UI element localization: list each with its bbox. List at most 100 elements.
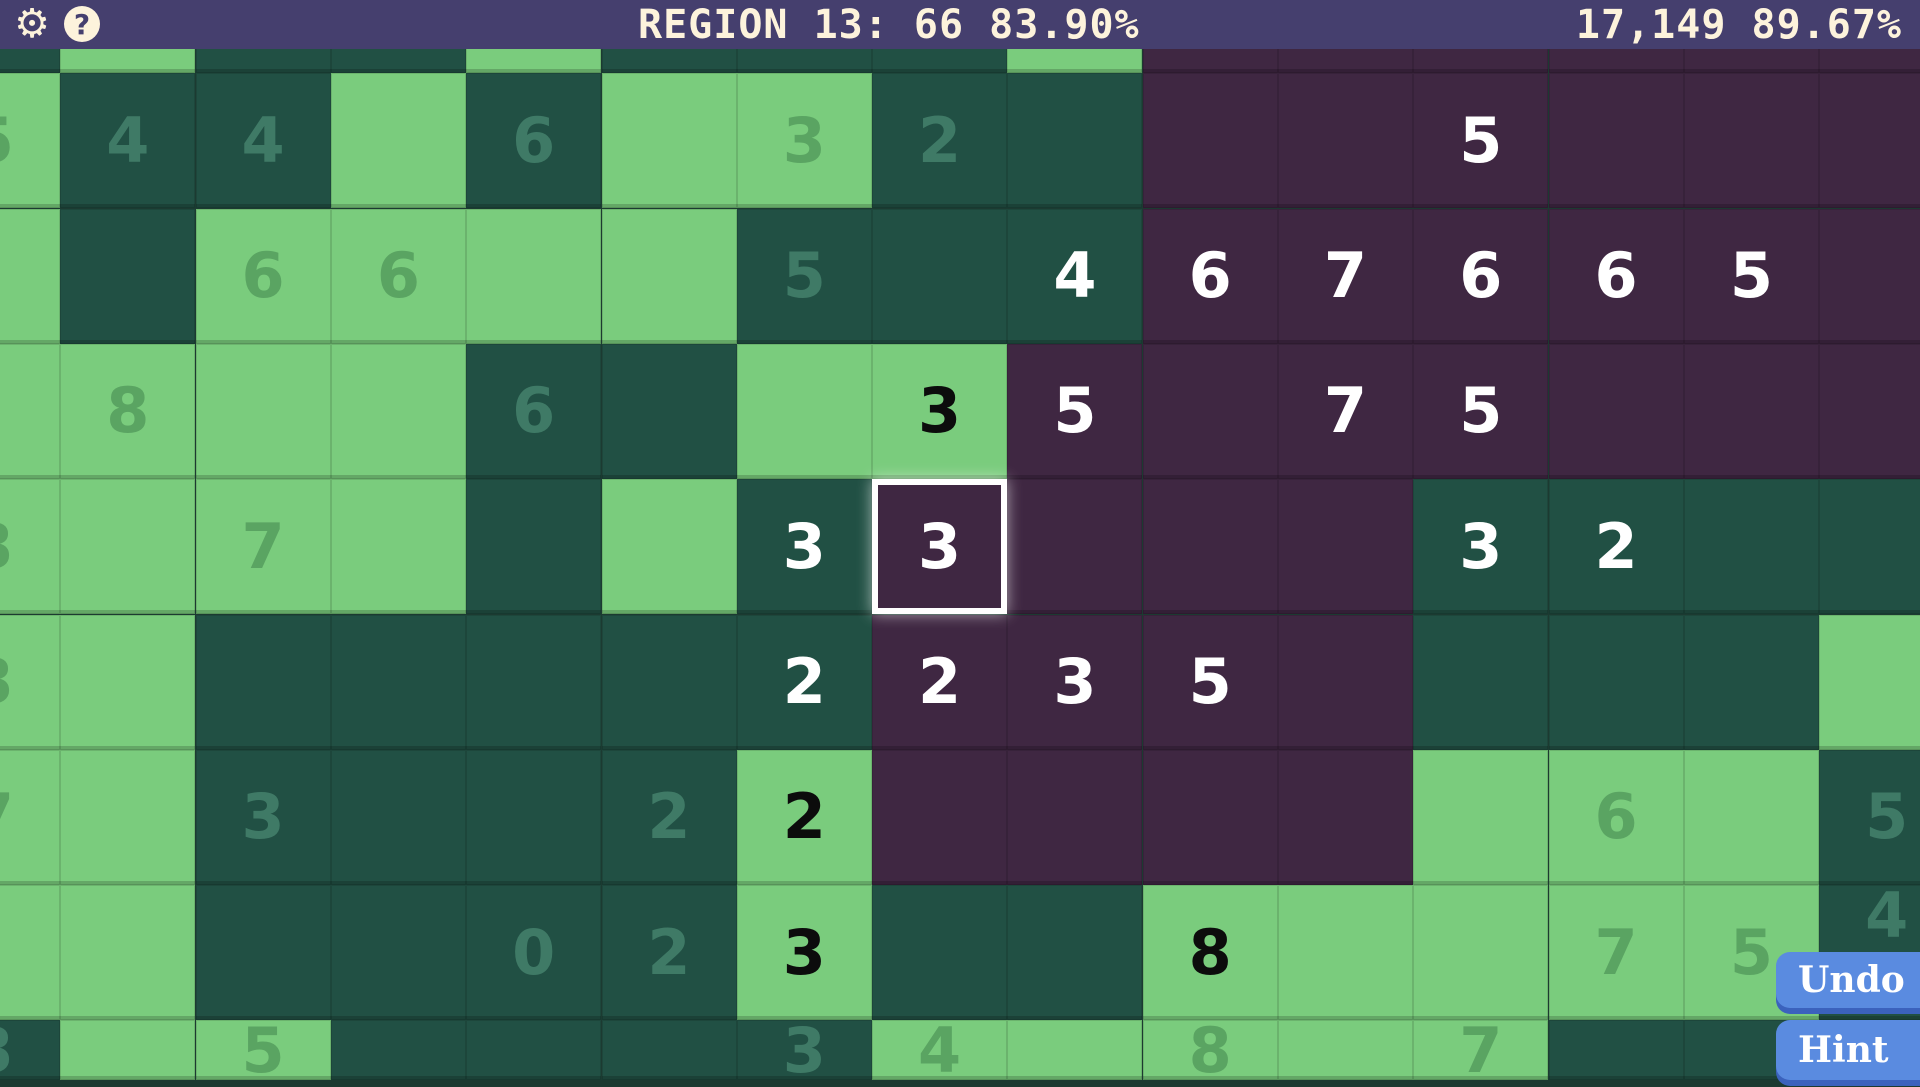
grid-cell[interactable] (1548, 1020, 1684, 1081)
grid-cell[interactable] (1548, 73, 1684, 209)
grid-cell[interactable] (1007, 1020, 1143, 1081)
grid-cell[interactable]: 3 (872, 343, 1008, 479)
grid-cell[interactable] (1683, 614, 1819, 750)
grid-cell[interactable] (1278, 73, 1413, 209)
grid-cell[interactable] (60, 1020, 196, 1081)
grid-cell[interactable]: 5 (736, 208, 872, 344)
grid-cell[interactable] (0, 343, 60, 479)
grid-cell[interactable]: 8 (1142, 1020, 1278, 1082)
grid-cell[interactable]: 7 (0, 749, 60, 885)
grid-cell[interactable] (601, 73, 737, 209)
grid-cell[interactable] (60, 614, 196, 750)
grid-cell[interactable] (195, 343, 331, 479)
grid-cell[interactable] (60, 749, 196, 885)
grid-cell[interactable]: 6 (1548, 749, 1684, 885)
grid-cell[interactable] (736, 343, 872, 479)
grid-cell[interactable]: 3 (736, 1020, 872, 1082)
grid-cell[interactable]: 6 (1413, 208, 1549, 344)
grid-cell[interactable] (1819, 343, 1920, 479)
grid-cell[interactable] (872, 208, 1008, 344)
grid-cell[interactable] (1819, 208, 1920, 344)
grid-cell[interactable]: 5 (1413, 73, 1549, 209)
grid-cell[interactable] (601, 614, 737, 750)
grid-cell[interactable]: 3 (736, 73, 872, 209)
grid-cell[interactable]: 6 (1142, 208, 1278, 344)
grid-cell[interactable]: 4 (60, 73, 196, 209)
grid-cell[interactable]: 6 (1548, 208, 1684, 344)
grid-cell[interactable] (1007, 749, 1143, 885)
grid-cell[interactable] (466, 208, 602, 344)
grid-cell[interactable]: 6 (466, 343, 602, 479)
grid-cell[interactable]: 2 (601, 885, 737, 1021)
grid-cell[interactable] (1278, 479, 1413, 615)
grid-cell[interactable]: 3 (736, 885, 872, 1021)
grid-cell[interactable]: 7 (1278, 208, 1413, 344)
grid-cell[interactable] (1278, 749, 1413, 885)
grid-cell[interactable]: 2 (872, 73, 1008, 209)
undo-button[interactable]: Undo (1776, 952, 1920, 1008)
grid-cell[interactable] (1683, 73, 1819, 209)
grid-cell[interactable] (466, 749, 602, 885)
grid-cell[interactable]: 6 (466, 73, 602, 209)
grid-cell[interactable]: 8 (60, 343, 196, 479)
grid-cell[interactable] (466, 614, 602, 750)
grid-cell[interactable] (60, 885, 196, 1021)
grid-cell[interactable] (0, 208, 60, 344)
grid-cell[interactable]: 3 (195, 749, 331, 885)
grid-cell[interactable]: 3 (0, 1020, 60, 1082)
grid-cell[interactable]: 2 (872, 614, 1008, 750)
grid-cell[interactable]: 2 (601, 749, 737, 885)
grid-cell[interactable] (330, 614, 466, 750)
grid-cell[interactable]: 7 (1548, 885, 1684, 1021)
grid-cell[interactable] (1007, 73, 1143, 209)
grid-cell[interactable]: 6 (330, 208, 466, 344)
grid-cell[interactable] (1683, 343, 1819, 479)
grid-cell[interactable]: 5 (1413, 343, 1549, 479)
grid-cell[interactable] (1278, 885, 1413, 1021)
grid-cell[interactable] (1278, 614, 1413, 750)
grid-cell[interactable]: 3 (1413, 479, 1549, 615)
grid-cell[interactable] (1683, 479, 1819, 615)
grid-cell[interactable] (1278, 1020, 1413, 1081)
grid-cell[interactable] (1819, 479, 1920, 615)
grid-cell[interactable] (330, 343, 466, 479)
grid-cell[interactable]: 5 (1007, 343, 1143, 479)
grid-cell[interactable]: 5 (1142, 614, 1278, 750)
grid-cell[interactable] (1007, 885, 1143, 1021)
grid-cell[interactable]: 0 (466, 885, 602, 1021)
grid-cell[interactable] (1142, 479, 1278, 615)
grid-cell[interactable]: 4 (1007, 208, 1143, 344)
grid-cell[interactable] (1413, 749, 1549, 885)
grid-cell[interactable] (330, 73, 466, 209)
grid-cell[interactable]: 2 (736, 749, 872, 885)
grid-cell[interactable] (466, 1020, 602, 1081)
grid-cell[interactable]: 5 (1683, 208, 1819, 344)
grid-cell[interactable] (1413, 614, 1549, 750)
grid-cell[interactable] (0, 885, 60, 1021)
grid-cell[interactable]: 4 (872, 1020, 1008, 1082)
grid-cell[interactable] (872, 749, 1008, 885)
hint-button[interactable]: Hint (1776, 1020, 1920, 1080)
grid-cell[interactable] (1683, 749, 1819, 885)
grid-cell[interactable] (601, 1020, 737, 1081)
grid-cell[interactable] (1548, 343, 1684, 479)
grid-cell[interactable] (195, 614, 331, 750)
question-icon[interactable]: ? (64, 6, 100, 42)
grid-cell[interactable] (330, 749, 466, 885)
grid-cell[interactable] (1413, 885, 1549, 1021)
grid-cell[interactable]: 2 (736, 614, 872, 750)
grid-cell[interactable] (1548, 614, 1684, 750)
gear-icon[interactable]: ⚙ (14, 1, 50, 47)
grid-cell[interactable]: 5 (1819, 749, 1920, 885)
grid-cell[interactable]: 3 (736, 479, 872, 615)
grid-cell[interactable]: 3 (0, 614, 60, 750)
grid-cell[interactable] (60, 479, 196, 615)
grid-cell[interactable]: 7 (1413, 1020, 1549, 1082)
grid-cell[interactable] (60, 208, 196, 344)
grid-cell[interactable] (872, 885, 1008, 1021)
grid-cell[interactable]: 4 (195, 73, 331, 209)
grid-cell[interactable]: 7 (1278, 343, 1413, 479)
grid-cell[interactable]: 7 (195, 479, 331, 615)
grid-cell[interactable] (1819, 73, 1920, 209)
grid-cell[interactable]: 3 (0, 479, 60, 615)
